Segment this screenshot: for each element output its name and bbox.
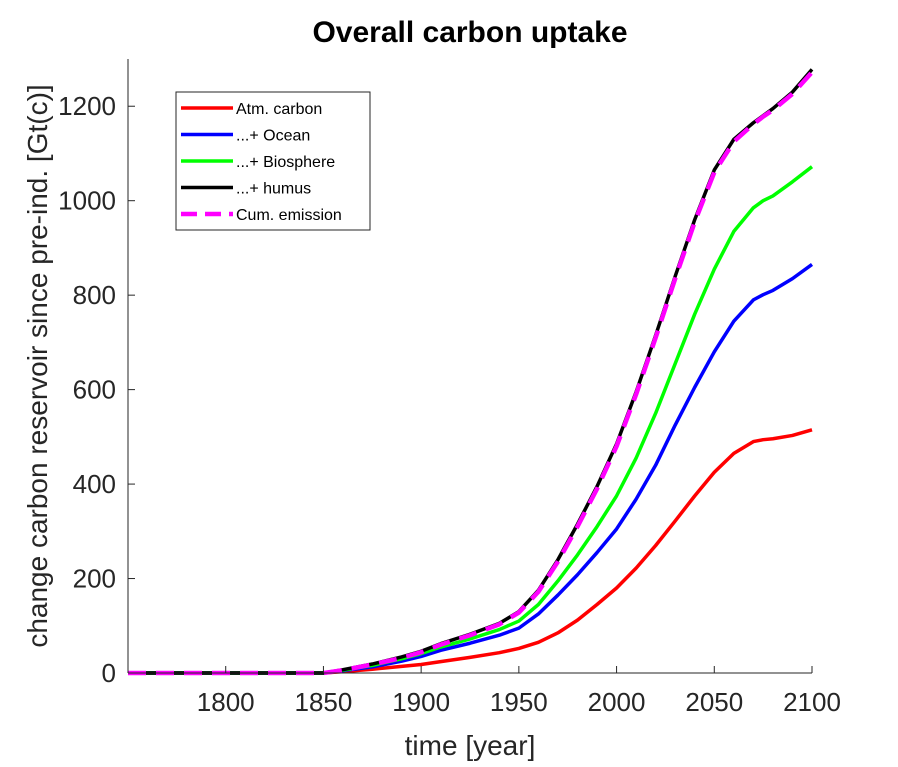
series-line-4 — [128, 68, 814, 675]
y-axis-label: change carbon reservoir since pre-ind. [… — [22, 84, 53, 647]
series-line-2 — [128, 263, 814, 675]
axes: 1800 1850 1900 1950 2000 2050 2100 0 200 400 600 80… — [58, 59, 841, 717]
y-tick-label: 200 — [73, 564, 116, 594]
y-tick-label: 1000 — [58, 186, 116, 216]
y-tick-label: 1200 — [58, 91, 116, 121]
x-tick-label: 1900 — [392, 687, 450, 717]
plot-area — [128, 68, 814, 676]
x-tick-label: 2000 — [588, 687, 646, 717]
series-line-1 — [128, 428, 813, 675]
x-axis-label: time [year] — [405, 730, 536, 761]
y-tick-label: 800 — [73, 280, 116, 310]
x-tick-label: 1950 — [490, 687, 548, 717]
legend-label-1: Atm. carbon — [236, 101, 322, 118]
legend-label-5: Cum. emission — [236, 207, 342, 224]
x-tick-label: 1800 — [197, 687, 255, 717]
legend: Atm. carbon ...+ Ocean ...+ Biosphere ...+ … — [175, 91, 371, 231]
legend-label-2: ...+ Ocean — [236, 128, 310, 145]
legend-label-3: ...+ Biosphere — [236, 154, 335, 171]
series-line-3 — [128, 165, 814, 675]
y-tick-label: 0 — [102, 658, 116, 688]
x-tick-label: 1850 — [295, 687, 353, 717]
y-tick-label: 400 — [73, 469, 116, 499]
y-tick-label: 600 — [73, 375, 116, 405]
legend-label-4: ...+ humus — [236, 181, 311, 198]
chart-title: Overall carbon uptake — [312, 16, 627, 49]
x-tick-label: 2100 — [783, 687, 841, 717]
x-tick-label: 2050 — [685, 687, 743, 717]
